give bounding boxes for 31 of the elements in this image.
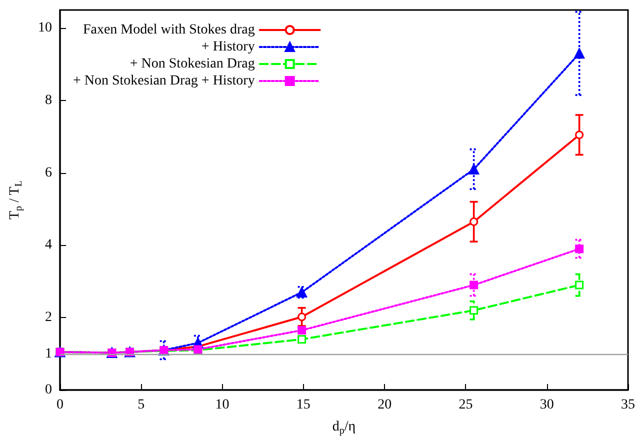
y-tick-label: 1 <box>45 346 52 362</box>
y-tick-label: 8 <box>45 92 52 108</box>
point <box>575 280 584 290</box>
y-tick-label: 4 <box>45 238 52 253</box>
y-axis-title: Tp / TL <box>8 180 24 220</box>
x-tick-label: 30 <box>540 398 554 412</box>
point <box>575 244 584 254</box>
x-tick-label: 0 <box>56 398 64 412</box>
legend-label: + Non Stokesian Drag <box>130 56 255 72</box>
point <box>298 326 306 335</box>
point <box>575 130 584 140</box>
point <box>574 48 585 59</box>
x-tick-label: 15 <box>296 398 310 412</box>
point <box>470 306 478 315</box>
x-tick-label: 35 <box>621 398 635 412</box>
legend-label: + History <box>201 40 255 54</box>
y-tick-label: 2 <box>45 310 52 326</box>
point <box>470 217 478 226</box>
x-tick-label: 20 <box>378 398 392 412</box>
x-tick-label: 5 <box>138 398 145 412</box>
point <box>298 312 306 322</box>
x-tick-label: 10 <box>215 398 230 412</box>
y-tick-label: 6 <box>45 165 52 180</box>
legend-label: Faxen Model with Stokes drag <box>82 22 255 38</box>
x-tick-label: 25 <box>458 398 473 412</box>
y-tick-label: 0 <box>45 382 52 398</box>
point <box>468 164 480 174</box>
point <box>470 280 478 290</box>
legend-label: + Non Stokesian Drag + History <box>72 74 255 88</box>
y-tick-label: 10 <box>38 20 52 36</box>
point <box>298 335 306 344</box>
